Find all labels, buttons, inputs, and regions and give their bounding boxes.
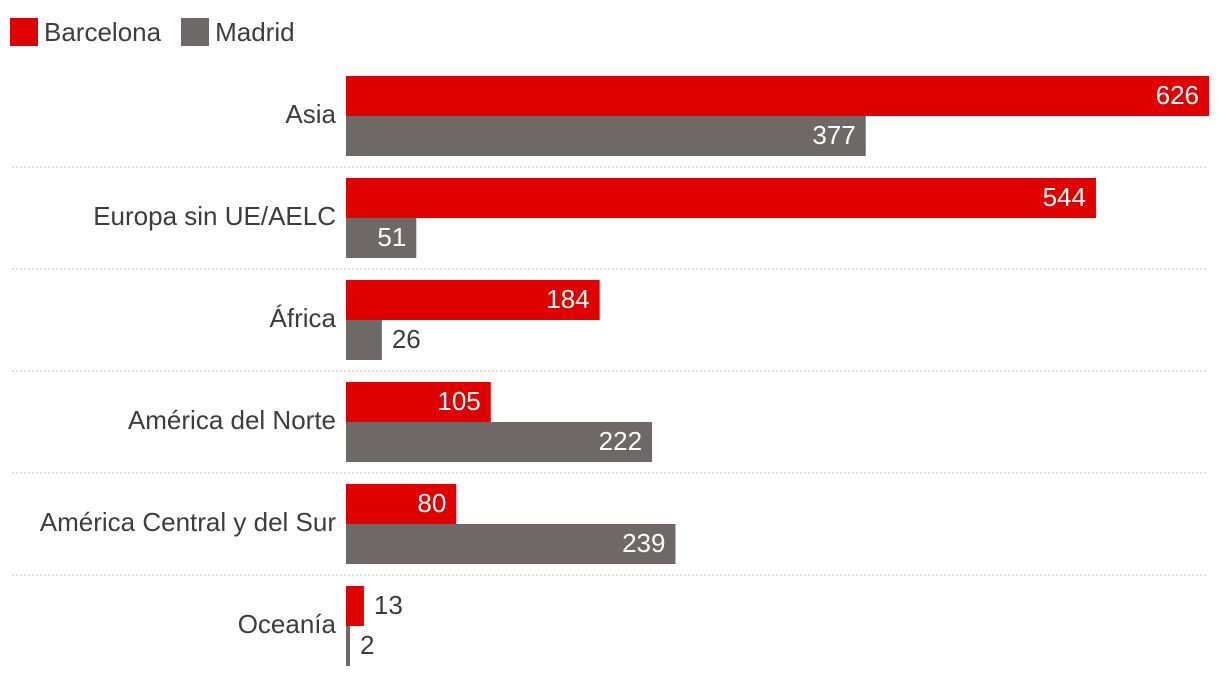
bar-madrid-am-rica-del-norte: [346, 422, 653, 462]
legend-swatch-barcelona: [10, 18, 38, 46]
bar-barcelona-ocean-a: [346, 586, 364, 626]
category-label-ocean-a: Oceanía: [238, 609, 337, 639]
bar-madrid-asia: [346, 116, 866, 156]
legend-item-madrid[interactable]: Madrid: [181, 16, 295, 48]
bar-barcelona-frica: [346, 280, 600, 320]
category-label-am-rica-del-norte: América del Norte: [128, 405, 336, 435]
data-label-madrid-am-rica-del-norte: 222: [599, 426, 642, 456]
data-label-barcelona-frica: 184: [546, 284, 589, 314]
bar-barcelona-am-rica-del-norte: [346, 382, 491, 422]
data-label-barcelona-asia: 626: [1156, 80, 1199, 110]
legend-label-madrid: Madrid: [215, 16, 295, 47]
bar-barcelona-am-rica-central-y-del-sur: [346, 484, 457, 524]
data-label-madrid-am-rica-central-y-del-sur: 239: [622, 528, 665, 558]
bar-madrid-am-rica-central-y-del-sur: [346, 524, 676, 564]
bar-madrid-ocean-a: [346, 626, 350, 666]
data-label-madrid-frica: 26: [392, 324, 421, 354]
bar-madrid-europa-sin-ue-aelc: [346, 218, 417, 258]
legend-item-barcelona[interactable]: Barcelona: [10, 17, 161, 48]
data-label-barcelona-europa-sin-ue-aelc: 544: [1043, 182, 1086, 212]
data-label-barcelona-am-rica-del-norte: 105: [437, 386, 480, 416]
bar-madrid-frica: [346, 320, 382, 360]
data-label-barcelona-am-rica-central-y-del-sur: 80: [417, 488, 446, 518]
data-label-madrid-europa-sin-ue-aelc: 51: [377, 222, 406, 252]
category-label-am-rica-central-y-del-sur: América Central y del Sur: [40, 507, 337, 537]
data-label-madrid-asia: 377: [812, 120, 855, 150]
legend-label-barcelona: Barcelona: [44, 16, 162, 47]
legend-swatch-madrid: [181, 18, 210, 46]
category-label-europa-sin-ue-aelc: Europa sin UE/AELC: [93, 201, 336, 231]
bar-barcelona-europa-sin-ue-aelc: [346, 178, 1096, 218]
legend: Barcelona Madrid: [10, 16, 315, 48]
data-label-barcelona-ocean-a: 13: [374, 590, 403, 620]
bar-barcelona-asia: [346, 76, 1209, 116]
data-label-madrid-ocean-a: 2: [360, 630, 374, 660]
category-label-frica: África: [270, 303, 337, 333]
category-label-asia: Asia: [285, 99, 336, 129]
